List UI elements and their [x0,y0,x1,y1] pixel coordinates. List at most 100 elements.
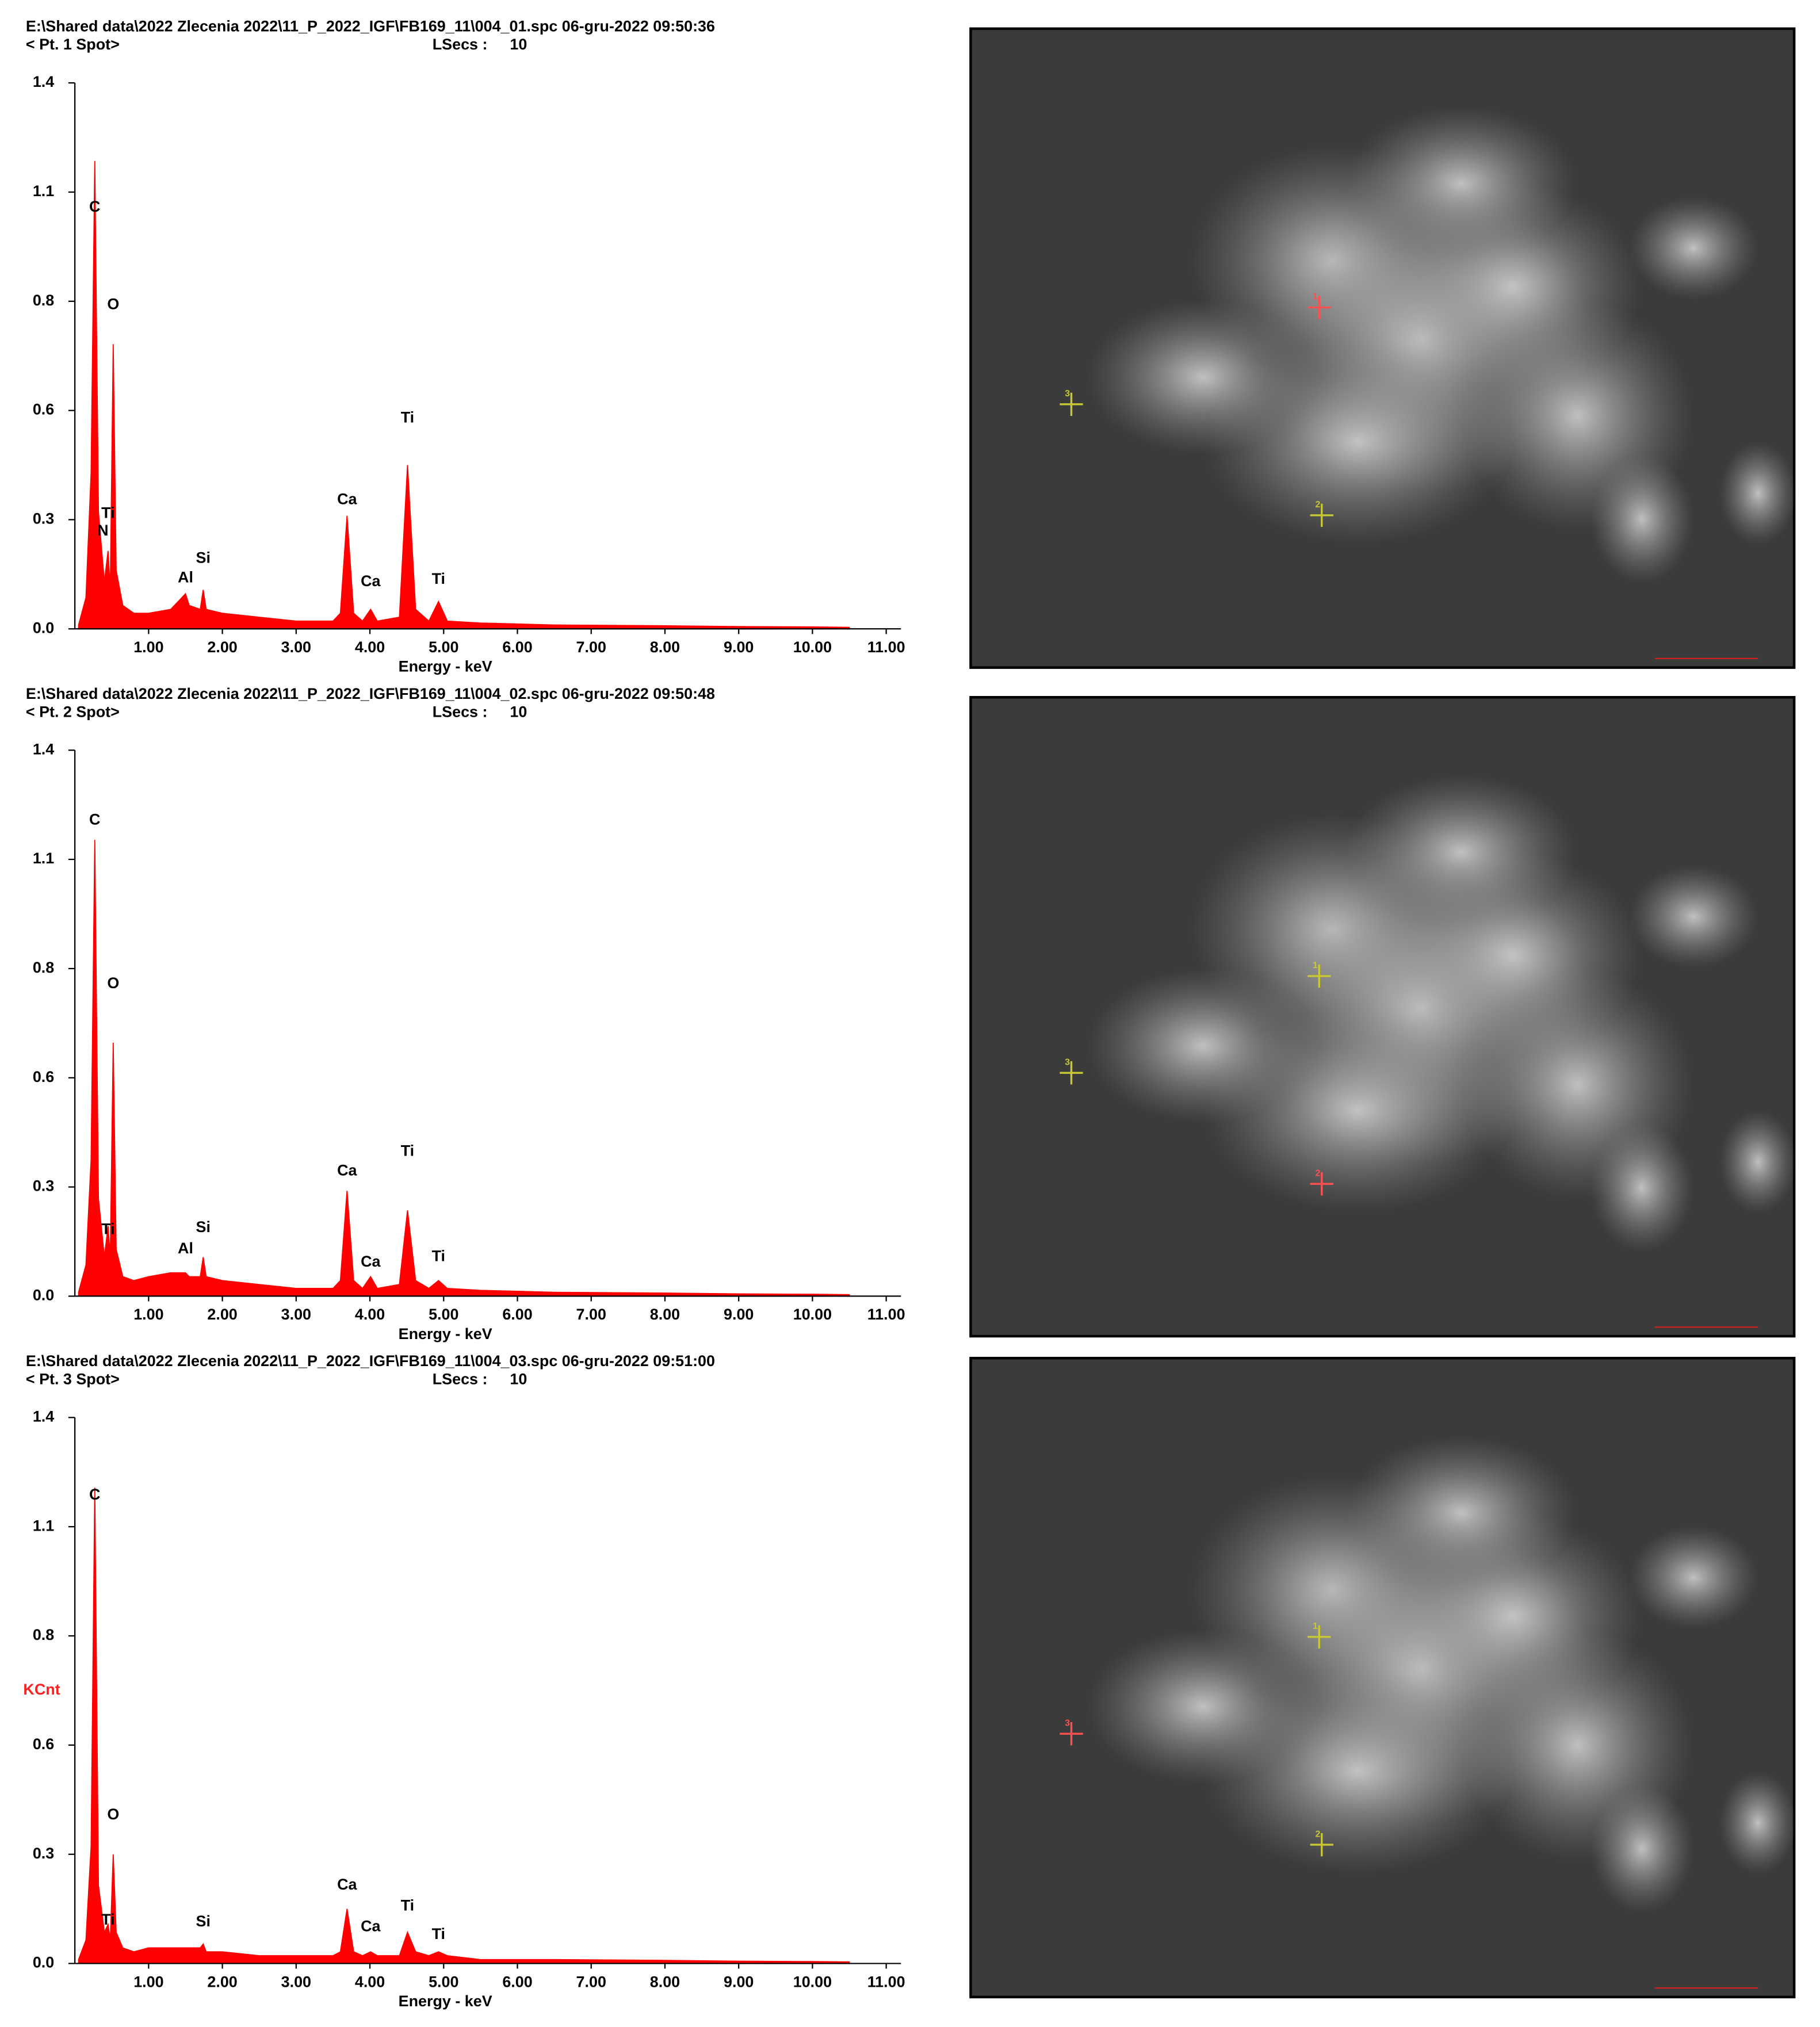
marker-label: 1 [1313,1621,1318,1631]
marker-label: 2 [1316,1168,1321,1178]
peak-label: Ca [361,572,381,590]
marker-label: 3 [1065,1718,1070,1728]
marker-label: 1 [1313,292,1318,302]
peak-label: Ti [101,1911,114,1928]
peak-label: Ti [101,1220,114,1237]
x-tick-label: 1.00 [133,1306,163,1323]
peak-label: Ti [401,1897,414,1914]
peak-label: Al [178,1240,193,1257]
x-tick-label: 9.00 [724,1973,754,1990]
spectrum [78,840,850,1297]
lsecs-label: LSecs : [433,36,488,53]
x-axis-label: Energy - keV [399,1992,492,2010]
x-tick-label: 6.00 [502,638,532,656]
sem-texture [1628,196,1758,300]
marker-label: 3 [1065,389,1070,399]
peak-label: Si [196,549,211,566]
peak-label: Ti [432,1925,445,1942]
y-tick-label: 0.8 [33,959,54,976]
sem-texture [1345,106,1578,261]
spot-label: < Pt. 3 Spot> [26,1370,120,1387]
x-tick-label: 4.00 [355,1306,385,1323]
sem-texture [1719,1110,1797,1214]
x-tick-label: 8.00 [650,1306,680,1323]
spot-label: < Pt. 1 Spot> [26,36,120,53]
peak-label: Ca [337,491,357,508]
x-tick-label: 5.00 [429,1973,458,1990]
x-tick-label: 11.00 [867,638,905,656]
x-tick-label: 3.00 [281,1973,311,1990]
peak-label: Ti [101,504,114,521]
lsecs-value: 10 [510,703,527,720]
x-tick-label: 2.00 [207,638,237,656]
peak-label: Ti [432,1248,445,1265]
y-tick-label: 0.3 [33,1845,54,1862]
x-tick-label: 8.00 [650,638,680,656]
file-title: E:\Shared data\2022 Zlecenia 2022\11_P_2… [26,685,715,702]
y-tick-label: 1.4 [33,1408,54,1425]
y-tick-label: 1.1 [33,1517,54,1534]
peak-label: Ti [432,570,445,587]
y-tick-label: 0.3 [33,510,54,527]
y-tick-label: 1.1 [33,182,54,200]
x-tick-label: 6.00 [502,1973,532,1990]
x-tick-label: 10.00 [793,638,832,656]
marker-label: 2 [1316,500,1321,510]
lsecs-label: LSecs : [433,703,488,720]
x-tick-label: 4.00 [355,1973,385,1990]
sem-texture [1719,1771,1797,1875]
peak-label: Ca [361,1918,381,1935]
x-tick-label: 1.00 [133,1973,163,1990]
y-tick-label: 0.6 [33,1068,54,1085]
x-tick-label: 3.00 [281,638,311,656]
file-title: E:\Shared data\2022 Zlecenia 2022\11_P_2… [26,18,715,35]
x-axis-label: Energy - keV [399,658,492,675]
x-tick-label: 10.00 [793,1973,832,1990]
x-tick-label: 7.00 [576,1973,606,1990]
y-tick-label: 0.6 [33,1735,54,1753]
peak-label: Ti [401,408,414,426]
y-axis-label: KCnt [23,1681,60,1698]
peak-label: Ca [337,1876,357,1893]
x-tick-label: 6.00 [502,1306,532,1323]
sem-texture [1590,1784,1694,1914]
peak-label: O [107,1806,119,1823]
sem-texture [1345,1435,1578,1591]
sem-texture [1590,1123,1694,1253]
x-tick-label: 8.00 [650,1973,680,1990]
peak-label: N [97,522,108,539]
sem-texture [1628,1525,1758,1630]
peak-label: O [107,974,119,992]
y-tick-label: 1.4 [33,73,54,90]
marker-label: 2 [1316,1829,1321,1839]
peak-label: C [89,198,100,215]
peak-label: Si [196,1913,211,1930]
peak-label: C [89,810,100,828]
peak-label: Ti [401,1142,414,1160]
marker-label: 1 [1313,961,1318,970]
y-tick-label: 0.6 [33,401,54,418]
file-title: E:\Shared data\2022 Zlecenia 2022\11_P_2… [26,1352,715,1370]
y-tick-label: 0.0 [33,619,54,636]
marker-label: 3 [1065,1057,1070,1067]
x-tick-label: 4.00 [355,638,385,656]
x-tick-label: 9.00 [724,1306,754,1323]
x-axis-label: Energy - keV [399,1325,492,1343]
spot-label: < Pt. 2 Spot> [26,703,120,720]
x-tick-label: 7.00 [576,1306,606,1323]
sem-texture [1590,454,1694,584]
y-tick-label: 0.3 [33,1177,54,1195]
y-tick-label: 1.1 [33,850,54,867]
sem-texture [1087,300,1320,455]
x-tick-label: 1.00 [133,638,163,656]
y-tick-label: 0.8 [33,1626,54,1643]
x-tick-label: 5.00 [429,1306,458,1323]
x-tick-label: 11.00 [867,1306,905,1323]
sem-texture [1628,865,1758,969]
lsecs-value: 10 [510,36,527,53]
peak-label: Si [196,1218,211,1236]
y-tick-label: 0.0 [33,1287,54,1304]
x-tick-label: 7.00 [576,638,606,656]
